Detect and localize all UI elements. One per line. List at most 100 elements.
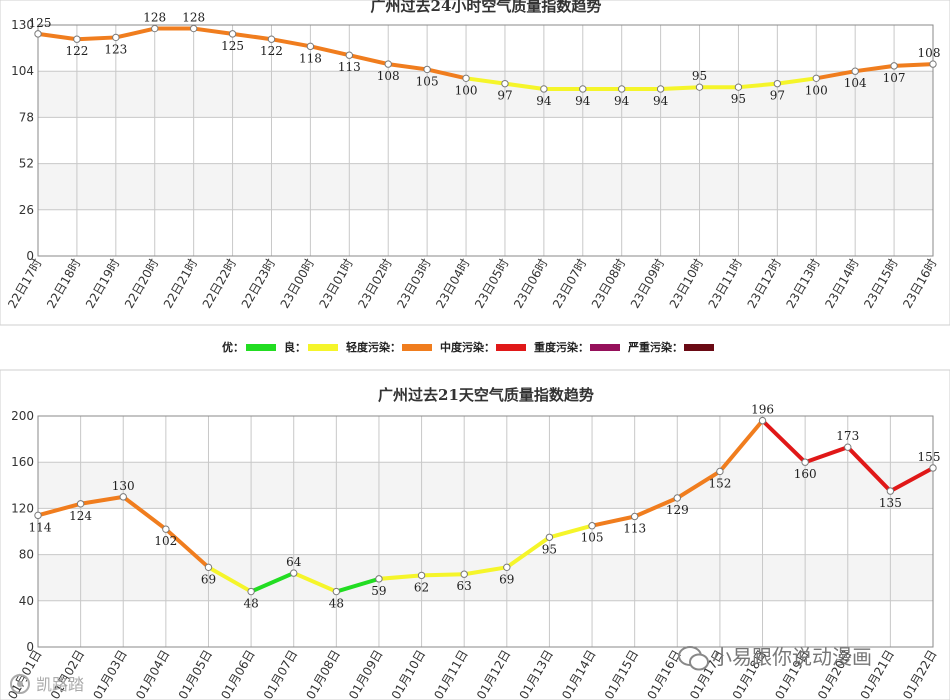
- data-label: 64: [286, 555, 302, 569]
- aqi-legend: 优： 良： 轻度污染： 中度污染： 重度污染： 严重污染：: [222, 340, 714, 354]
- data-label: 122: [65, 44, 88, 58]
- data-label: 102: [154, 534, 177, 548]
- data-label: 152: [708, 476, 731, 490]
- y-tick-label: 104: [11, 64, 34, 78]
- data-label: 108: [377, 69, 400, 83]
- data-point: [162, 525, 170, 533]
- data-point: [617, 85, 626, 93]
- data-label: 100: [455, 83, 478, 97]
- legend-swatch: [246, 344, 276, 351]
- data-label: 48: [243, 597, 258, 611]
- data-point: [34, 511, 42, 520]
- data-point: [417, 571, 426, 580]
- series-line-segment: [78, 494, 126, 506]
- y-tick-label: 200: [11, 409, 34, 423]
- data-point: [673, 494, 681, 502]
- data-point: [695, 83, 704, 91]
- data-point: [247, 587, 255, 596]
- series-line-segment: [845, 445, 893, 494]
- series-line-segment: [675, 469, 722, 501]
- data-label: 94: [575, 94, 591, 108]
- data-point: [890, 62, 898, 70]
- series-line-segment: [269, 37, 313, 49]
- legend-label: 良：: [284, 340, 306, 354]
- data-point: [630, 512, 639, 521]
- y-tick-label: 0: [26, 249, 34, 263]
- series-line-segment: [191, 26, 235, 36]
- legend-swatch: [308, 344, 338, 351]
- plot-band: [38, 554, 933, 601]
- y-tick-label: 120: [11, 501, 34, 515]
- data-label: 173: [836, 429, 859, 443]
- data-label: 107: [883, 71, 906, 85]
- data-label: 94: [653, 94, 669, 108]
- plot-band: [38, 163, 933, 210]
- data-label: 69: [499, 572, 514, 586]
- data-point: [375, 575, 383, 583]
- data-label: 105: [581, 531, 604, 545]
- series-line-segment: [419, 572, 467, 578]
- series-line-segment: [760, 418, 808, 465]
- series-line-segment: [717, 418, 765, 474]
- y-tick-label: 52: [19, 157, 34, 171]
- data-point: [716, 467, 724, 476]
- data-label: 128: [143, 11, 166, 25]
- series-line-segment: [425, 67, 469, 81]
- series-line-segment: [230, 31, 274, 42]
- series-line-segment: [632, 496, 680, 519]
- series-line-segment: [590, 514, 637, 528]
- plot-frame: [37, 24, 934, 257]
- series-line-segment: [502, 81, 546, 91]
- series-line-segment: [464, 76, 507, 86]
- data-point: [112, 33, 120, 42]
- series-line-segment: [291, 571, 339, 594]
- y-tick-label: 130: [11, 18, 34, 32]
- data-point: [73, 35, 81, 43]
- data-label: 135: [879, 496, 902, 510]
- legend-label: 严重污染：: [627, 340, 683, 354]
- chart-21d-title: 广州过去21天空气质量指数趋势: [378, 386, 594, 404]
- data-point: [462, 74, 470, 83]
- series-line-segment: [504, 535, 552, 570]
- data-label: 104: [844, 76, 867, 90]
- data-label: 118: [299, 51, 322, 65]
- watermark-corner-text: 凯路踏: [36, 675, 84, 694]
- data-label: 123: [104, 42, 127, 56]
- plot-band: [38, 462, 933, 509]
- series-line-segment: [775, 76, 819, 86]
- data-label: 63: [457, 579, 472, 593]
- data-label: 125: [221, 39, 244, 53]
- series-line-segment: [163, 527, 211, 570]
- data-label: 114: [29, 520, 52, 534]
- data-point: [189, 24, 198, 33]
- series-line-segment: [376, 573, 424, 581]
- data-point: [929, 464, 937, 472]
- data-point: [345, 51, 354, 59]
- data-label: 69: [201, 572, 216, 586]
- watermark: 小易跟你说动漫画 凯路踏: [10, 645, 872, 694]
- data-label: 62: [414, 580, 429, 594]
- legend-label: 轻度污染：: [346, 340, 401, 354]
- data-label: 59: [371, 584, 386, 598]
- data-point: [579, 85, 587, 93]
- data-point: [423, 65, 431, 74]
- chart-21-day: 广州过去21天空气质量指数趋势 0 40 80 120 160 200 114 124 130 1…: [0, 369, 950, 700]
- data-point: [267, 35, 276, 43]
- data-label: 129: [666, 503, 689, 517]
- data-label: 97: [497, 89, 512, 103]
- chart-24h-title: 广州过去24小时空气质量指数趋势: [371, 0, 602, 15]
- data-point: [290, 569, 298, 577]
- data-label: 125: [29, 16, 52, 30]
- series-line-segment: [121, 494, 168, 532]
- data-label: 100: [805, 83, 828, 97]
- data-label: 94: [614, 94, 630, 108]
- data-label: 48: [329, 597, 344, 611]
- series-line-segment: [853, 63, 897, 74]
- data-point: [204, 563, 213, 572]
- data-label: 95: [542, 542, 557, 556]
- data-point: [886, 487, 895, 495]
- legend-swatch: [590, 344, 620, 351]
- data-label: 160: [794, 467, 817, 481]
- data-point: [228, 30, 237, 38]
